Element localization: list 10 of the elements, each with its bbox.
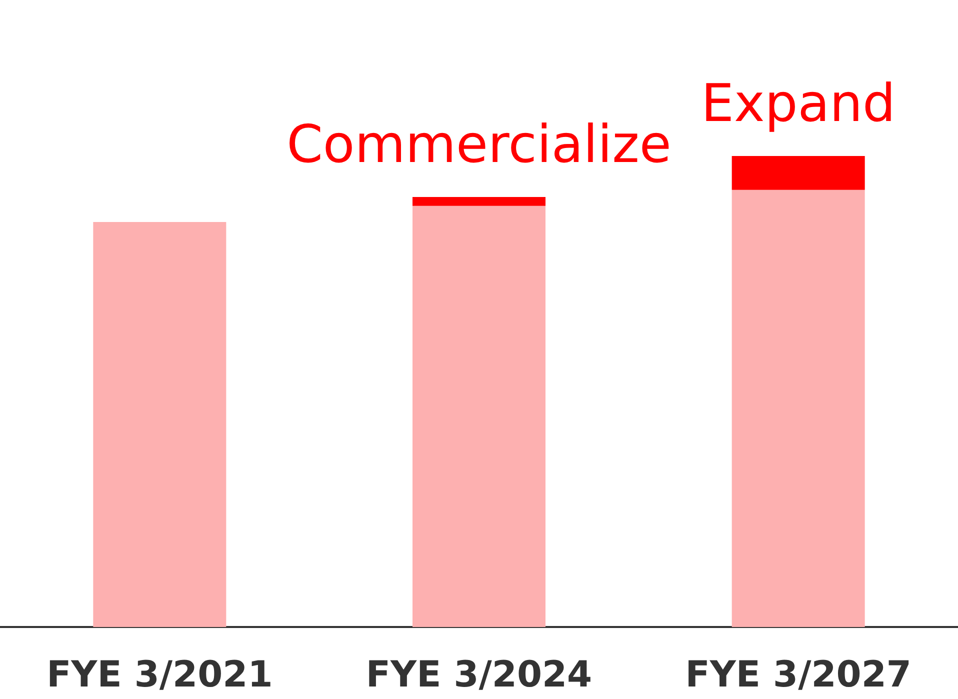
bar (412, 206, 546, 627)
x-tick-label: FYE 3/2027 (685, 654, 912, 696)
x-tick-label: FYE 3/2021 (46, 654, 273, 696)
text: Expand (701, 74, 896, 134)
bar (732, 156, 865, 190)
bar (412, 196, 546, 206)
annotation: Commercialize (286, 114, 672, 175)
bar (732, 190, 865, 627)
x-tick-label: FYE 3/2024 (366, 654, 592, 696)
bar (93, 222, 226, 627)
